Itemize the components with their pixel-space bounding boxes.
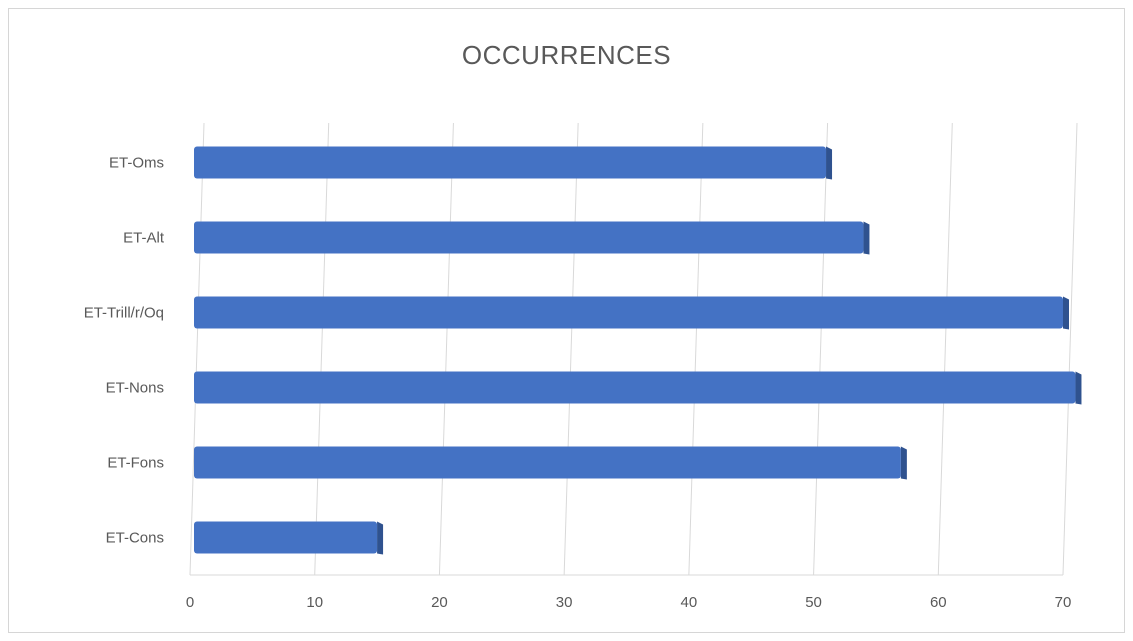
gridline [689,123,703,575]
x-tick-label: 10 [306,594,323,611]
gridline [439,123,453,575]
bar [194,372,1075,404]
x-tick-label: 60 [930,594,947,611]
x-tick-label: 70 [1055,594,1072,611]
bar-end-cap [1063,297,1069,330]
category-label: ET-Fons [107,455,164,472]
bar [194,447,901,479]
category-label: ET-Trill/r/Oq [84,305,164,322]
gridline [315,123,329,575]
gridline [564,123,578,575]
bar [194,522,377,554]
x-tick-label: 0 [186,594,194,611]
x-tick-label: 20 [431,594,448,611]
x-tick-label: 50 [805,594,822,611]
gridline [814,123,828,575]
category-label: ET-Alt [123,230,165,247]
x-tick-label: 30 [556,594,573,611]
bar [194,147,826,179]
bar-end-cap [377,522,383,555]
category-label: ET-Cons [106,530,164,547]
bar-end-cap [901,447,907,480]
bar [194,222,863,254]
bar-end-cap [826,147,832,180]
gridline [1063,123,1077,575]
bar [194,297,1063,329]
category-label: ET-Nons [106,380,164,397]
category-label: ET-Oms [109,155,164,172]
bar-end-cap [1075,372,1081,405]
bar-end-cap [863,222,869,255]
x-tick-label: 40 [681,594,698,611]
gridline [938,123,952,575]
gridline [190,123,204,575]
